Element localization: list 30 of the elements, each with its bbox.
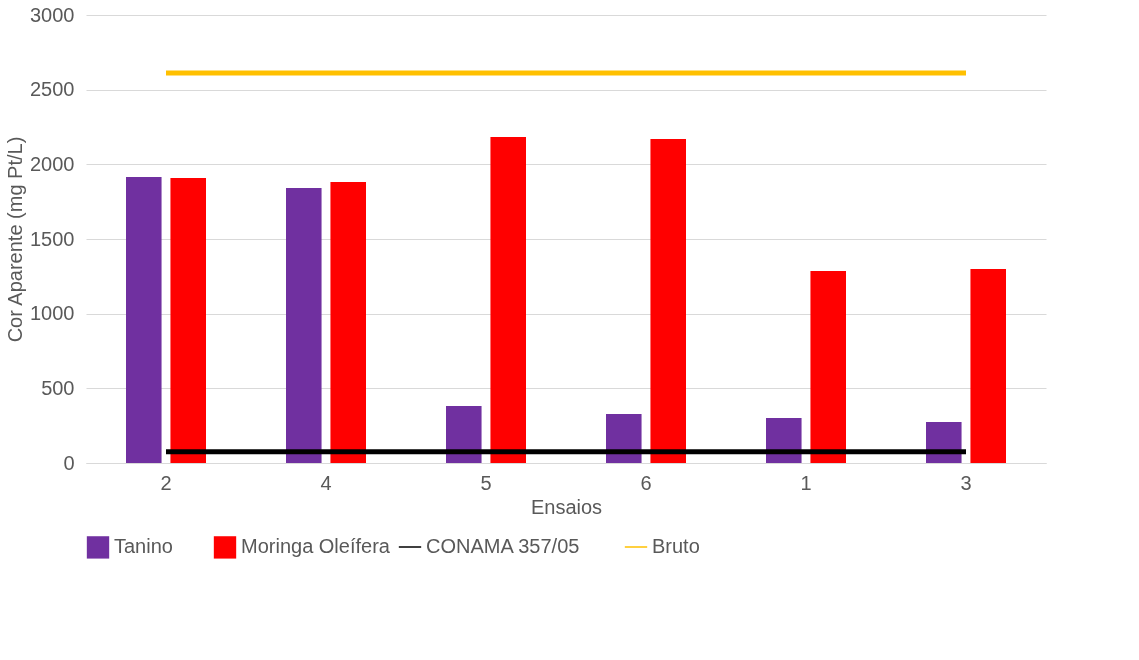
legend-label: Bruto [652, 535, 700, 557]
x-tick-label: 5 [480, 471, 492, 494]
bar [606, 414, 642, 463]
y-tick-label: 500 [41, 376, 75, 399]
y-tick-label: 1000 [30, 302, 75, 325]
bar [766, 418, 802, 463]
y-tick-label: 3000 [30, 3, 75, 26]
bar [970, 269, 1006, 463]
x-tick-label: 6 [640, 471, 652, 494]
y-axis-title: Cor Aparente (mg Pt/L) [4, 136, 27, 343]
legend-label: Tanino [114, 535, 173, 558]
y-tick-label: 2500 [30, 78, 75, 101]
y-tick-label: 1500 [30, 227, 75, 250]
bar [330, 181, 366, 463]
bar [126, 177, 162, 463]
bar [650, 138, 686, 463]
x-axis-title: Ensaios [530, 495, 603, 518]
x-tick-label: 1 [800, 471, 812, 494]
bar [810, 270, 846, 463]
y-tick-label: 0 [63, 451, 75, 474]
x-tick-label: 2 [160, 471, 172, 494]
bar [170, 177, 206, 463]
bar [490, 137, 526, 463]
x-tick-label: 3 [960, 471, 972, 494]
bar [286, 187, 322, 463]
bar [446, 405, 482, 463]
legend-label: Moringa Oleífera [241, 535, 391, 558]
x-tick-label: 4 [320, 471, 332, 494]
y-tick-label: 2000 [30, 152, 75, 175]
legend-label: CONAMA 357/05 [426, 535, 580, 557]
